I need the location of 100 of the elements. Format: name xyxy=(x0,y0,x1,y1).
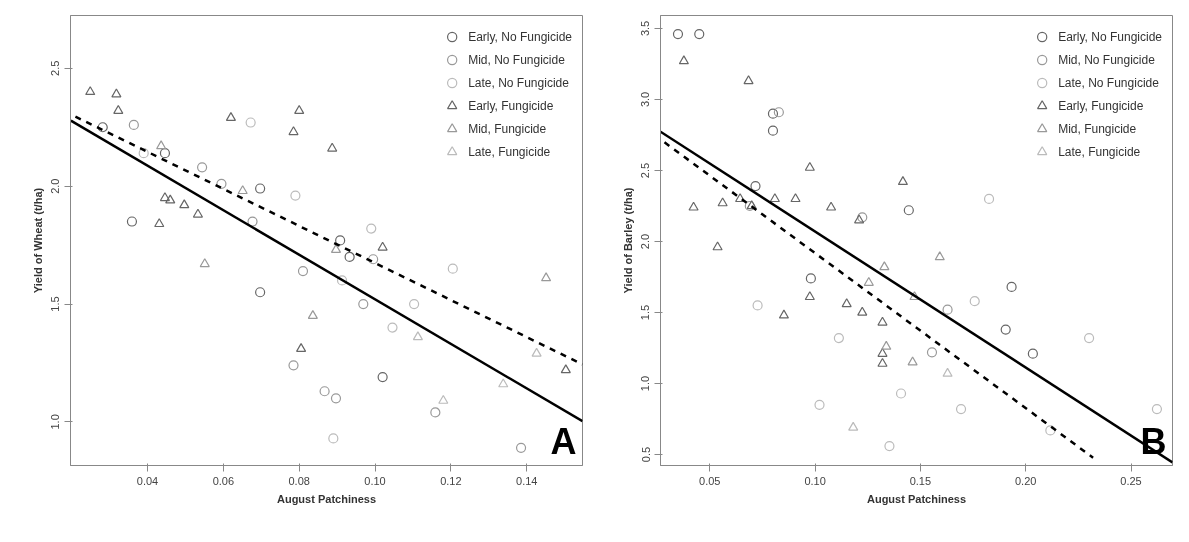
point xyxy=(387,322,398,333)
point xyxy=(358,298,369,310)
point xyxy=(969,296,980,307)
x-tick-label: 0.14 xyxy=(516,474,538,487)
point xyxy=(409,298,420,310)
point xyxy=(903,205,914,216)
y-tick-label: 1.5 xyxy=(49,296,62,312)
point xyxy=(926,347,938,358)
point xyxy=(743,75,754,85)
point xyxy=(438,394,449,404)
point xyxy=(897,176,909,186)
point xyxy=(515,442,527,453)
point xyxy=(884,440,895,452)
point xyxy=(1045,425,1056,436)
point xyxy=(773,107,784,118)
point xyxy=(245,117,256,128)
point xyxy=(307,310,318,320)
point xyxy=(225,112,237,121)
point xyxy=(857,306,868,316)
point xyxy=(814,399,825,410)
point xyxy=(688,201,699,211)
point xyxy=(879,261,890,271)
point xyxy=(895,388,907,399)
point xyxy=(179,199,190,209)
x-tick-label: 0.10 xyxy=(804,474,826,487)
y-tick-label: 3.5 xyxy=(639,20,652,37)
point xyxy=(934,251,945,261)
point xyxy=(159,192,171,202)
legend-label: Early, No Fungicide xyxy=(1058,28,1162,46)
legend-label: Mid, Fungicide xyxy=(468,120,547,138)
point xyxy=(767,108,779,119)
y-tick-label: 2.0 xyxy=(49,178,62,194)
point xyxy=(165,194,176,204)
point xyxy=(672,29,684,40)
x-tick-label: 0.08 xyxy=(288,474,310,487)
x-tick-label: 0.25 xyxy=(1120,474,1142,487)
point xyxy=(247,216,258,227)
point xyxy=(735,193,746,203)
point xyxy=(752,300,763,311)
x-tick-label: 0.10 xyxy=(364,474,386,487)
point xyxy=(750,181,761,192)
point xyxy=(288,126,299,136)
point xyxy=(804,161,815,171)
point xyxy=(531,347,542,357)
point xyxy=(942,304,953,315)
point xyxy=(778,309,790,319)
point xyxy=(907,356,918,366)
x-axis-title: August Patchiness xyxy=(276,492,377,505)
x-tick-label: 0.04 xyxy=(136,474,159,487)
point xyxy=(377,241,388,251)
point xyxy=(769,193,780,203)
y-tick-label: 0.5 xyxy=(639,446,652,463)
legend-label: Mid, No Fungicide xyxy=(468,51,565,69)
legend-label: Late, Fungicide xyxy=(1058,143,1141,161)
annotation: A xyxy=(550,420,577,462)
point xyxy=(159,148,171,159)
point xyxy=(412,331,423,341)
point xyxy=(216,178,227,189)
point xyxy=(128,119,139,130)
x-axis-title: August Patchiness xyxy=(866,492,967,505)
point xyxy=(694,29,705,40)
legend-label: Early, No Fungicide xyxy=(468,28,572,46)
point xyxy=(237,185,248,195)
point xyxy=(1027,348,1038,359)
point xyxy=(335,235,346,246)
x-tick-label: 0.05 xyxy=(699,474,721,487)
point xyxy=(138,148,149,159)
point xyxy=(790,193,801,203)
point xyxy=(330,244,342,254)
point xyxy=(330,393,342,404)
point xyxy=(294,104,305,114)
point xyxy=(841,298,852,308)
point xyxy=(327,142,338,152)
point xyxy=(255,183,266,194)
y-axis-title: Yield of Wheat (t/ha) xyxy=(31,187,44,294)
y-tick-label: 2.5 xyxy=(49,60,62,76)
point xyxy=(197,162,208,173)
point xyxy=(863,276,874,286)
point xyxy=(540,272,552,282)
point xyxy=(344,251,355,262)
legend-label: Late, No Fungicide xyxy=(468,74,569,92)
point xyxy=(113,104,124,114)
y-tick-label: 3.0 xyxy=(639,91,652,108)
y-axis-title: Yield of Barley (t/ha) xyxy=(621,187,634,294)
point xyxy=(877,347,888,357)
point xyxy=(877,316,888,326)
point xyxy=(288,360,299,371)
legend-label: Early, Fungicide xyxy=(468,97,554,115)
legend-label: Early, Fungicide xyxy=(1058,97,1144,115)
point xyxy=(804,291,815,301)
point xyxy=(85,86,96,96)
x-tick-label: 0.06 xyxy=(212,474,235,487)
point xyxy=(826,201,837,211)
point xyxy=(1000,324,1011,335)
x-tick-label: 0.20 xyxy=(1015,474,1037,487)
point xyxy=(255,287,266,298)
y-tick-label: 1.0 xyxy=(639,375,652,392)
point xyxy=(430,407,441,418)
point xyxy=(909,291,920,301)
y-tick-label: 2.5 xyxy=(639,162,652,179)
